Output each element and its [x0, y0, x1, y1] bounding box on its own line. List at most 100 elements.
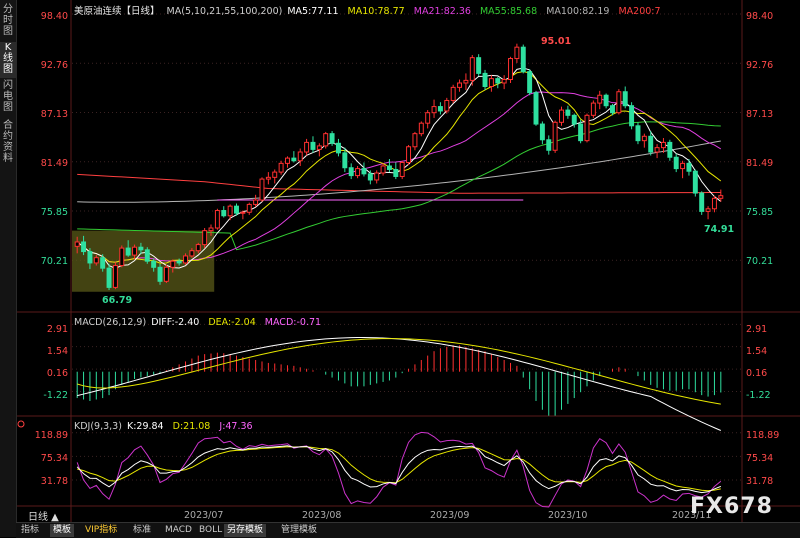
candle-body: [673, 156, 679, 170]
macd-button[interactable]: MACD: [165, 525, 192, 535]
x-tick-label: 2023/11: [672, 510, 712, 521]
ma200-value: MA200:7: [618, 6, 661, 17]
candle-body: [380, 165, 386, 174]
candle-body: [221, 210, 227, 217]
template-button[interactable]: 模板: [50, 524, 75, 537]
candle-body: [514, 46, 520, 60]
candle-body: [444, 99, 450, 112]
candle-body: [106, 267, 112, 288]
right-price-tick: 75.85: [746, 207, 774, 218]
period-selector[interactable]: 日线 ▲: [28, 512, 59, 523]
candle-body: [367, 173, 373, 181]
candle-body: [539, 123, 545, 141]
candle-body: [189, 250, 195, 257]
kdj-header: KDJ(9,3,3) K:29.84 D:21.08 J:47.36: [74, 421, 253, 432]
candle-body: [559, 109, 564, 123]
left-kdj-tick: 118.89: [34, 430, 68, 441]
right-kdj-tick: 75.34: [746, 453, 774, 464]
candle-body: [144, 249, 150, 262]
candle-body: [610, 105, 615, 114]
candle-body: [699, 192, 705, 212]
candle-body: [418, 122, 424, 135]
candle-body: [163, 266, 169, 282]
standard-button[interactable]: 标准: [133, 525, 152, 535]
candle-body: [705, 208, 711, 212]
candle-body: [81, 241, 87, 253]
candle-body: [176, 260, 182, 264]
macd-params: MACD(26,12,9): [74, 317, 147, 328]
macd-value: MACD:-0.71: [264, 317, 322, 328]
candle-body: [100, 257, 106, 269]
manage-template-button[interactable]: 管理模板: [281, 525, 318, 535]
candle-body: [316, 145, 322, 150]
right-macd-tick: 2.91: [746, 324, 768, 335]
candle-body: [202, 230, 208, 246]
candle-body: [285, 157, 290, 164]
left-price-tick: 75.85: [40, 207, 68, 218]
candle-body: [265, 176, 271, 180]
candle-body: [272, 171, 278, 178]
candle-body: [195, 244, 201, 252]
candle-body: [590, 102, 596, 116]
candle-body: [476, 57, 482, 74]
ma55-value: MA55:85.68: [479, 6, 538, 17]
kdj-k: K:29.84: [126, 421, 164, 432]
candle-body: [406, 146, 412, 163]
kdj-params: KDJ(9,3,3): [74, 421, 122, 432]
left-price-tick: 87.13: [40, 109, 68, 120]
candle-body: [482, 72, 488, 87]
candle-body: [629, 105, 635, 127]
ma200-line: [77, 173, 721, 194]
candle-body: [641, 135, 647, 142]
x-tick-label: 2023/08: [302, 510, 342, 521]
candle-body: [546, 139, 552, 151]
tab-timeshare[interactable]: 分时图: [3, 4, 13, 37]
watermark-logo: FX678: [690, 494, 773, 519]
left-kdj-tick: 31.78: [40, 476, 68, 487]
candle-body: [253, 199, 259, 205]
candle-body: [393, 168, 399, 177]
candle-body: [323, 133, 329, 147]
indicator-toolbar: 指标 模板 VIP指标 标准 MACD BOLL 另存模板 管理模板: [16, 522, 800, 538]
candle-body: [399, 161, 405, 177]
x-tick-label: 2023/07: [184, 510, 224, 521]
candle-body: [692, 170, 698, 194]
right-price-tick: 81.49: [746, 158, 774, 169]
save-template-button[interactable]: 另存模板: [224, 524, 267, 537]
right-price-tick: 92.76: [746, 60, 774, 71]
candle-body: [342, 152, 348, 169]
candle-body: [437, 106, 443, 112]
left-macd-tick: -1.22: [43, 390, 68, 401]
tab-kline[interactable]: K线图: [0, 42, 16, 78]
ma5-value: MA5:77.11: [287, 6, 339, 17]
left-price-tick: 70.21: [40, 256, 68, 267]
candle-body: [278, 162, 284, 173]
candle-body: [660, 141, 666, 149]
candle-body: [386, 165, 392, 170]
candle-body: [355, 168, 361, 177]
ma55-line: [77, 121, 721, 251]
indicator-button[interactable]: 指标: [21, 525, 40, 535]
candle-body: [495, 78, 501, 84]
macd-dea-line: [77, 338, 721, 405]
candle-body: [259, 178, 265, 201]
candle-body: [240, 211, 246, 214]
candle-body: [571, 114, 577, 125]
candle-body: [565, 109, 571, 116]
candle-body: [578, 123, 584, 142]
tab-lightning[interactable]: 闪电图: [3, 80, 13, 113]
candle-body: [304, 141, 310, 153]
candle-body: [234, 205, 239, 214]
candle-body: [667, 141, 673, 158]
vip-indicator-button[interactable]: VIP指标: [85, 525, 118, 535]
candle-body: [431, 106, 437, 114]
candle-body: [501, 79, 507, 84]
boll-button[interactable]: BOLL: [199, 525, 223, 535]
candle-body: [87, 251, 93, 264]
tab-contract-info[interactable]: 合约资料: [3, 120, 13, 164]
candle-body: [138, 246, 144, 251]
candle-body: [297, 151, 303, 162]
candle-body: [425, 112, 431, 124]
kdj-d: D:21.08: [172, 421, 211, 432]
